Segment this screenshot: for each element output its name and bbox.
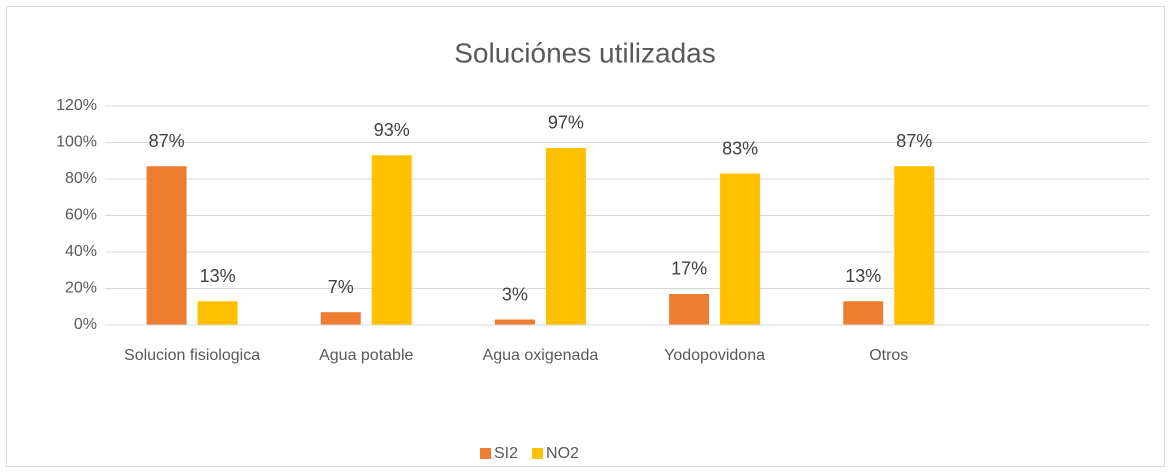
legend-label: SI2 <box>494 445 518 462</box>
data-label: 83% <box>722 138 758 158</box>
bar <box>197 301 238 325</box>
y-tick-label: 60% <box>65 207 97 224</box>
chart-title: Soluciónes utilizadas <box>454 37 716 68</box>
legend-swatch <box>532 448 544 459</box>
y-tick-label: 40% <box>65 243 97 260</box>
y-tick-label: 120% <box>56 97 97 114</box>
data-label: 7% <box>328 277 354 297</box>
bar <box>320 312 361 325</box>
data-label: 17% <box>671 259 707 279</box>
y-tick-label: 100% <box>56 134 97 151</box>
data-label: 97% <box>548 113 584 133</box>
bar <box>146 166 187 325</box>
data-label: 87% <box>149 131 185 151</box>
data-label: 13% <box>200 266 236 286</box>
x-tick-label: Otros <box>869 347 908 364</box>
data-label: 3% <box>502 284 528 304</box>
data-label: 13% <box>845 266 881 286</box>
x-tick-label: Solucion fisiologica <box>124 347 260 364</box>
x-tick-label: Agua potable <box>319 347 413 364</box>
y-tick-label: 20% <box>65 280 97 297</box>
y-tick-label: 80% <box>65 170 97 187</box>
data-label: 93% <box>374 120 410 140</box>
bar <box>669 293 710 325</box>
legend-label: NO2 <box>546 445 579 462</box>
x-tick-label: Agua oxigenada <box>483 347 599 364</box>
bar <box>894 166 935 325</box>
bar <box>843 301 884 325</box>
bar <box>371 155 412 325</box>
x-tick-label: Yodopovidona <box>664 347 765 364</box>
data-label: 87% <box>896 131 932 151</box>
bar <box>720 173 761 325</box>
bar <box>494 319 535 325</box>
bar <box>545 147 586 325</box>
legend-swatch <box>480 448 491 459</box>
y-tick-label: 0% <box>74 316 97 333</box>
